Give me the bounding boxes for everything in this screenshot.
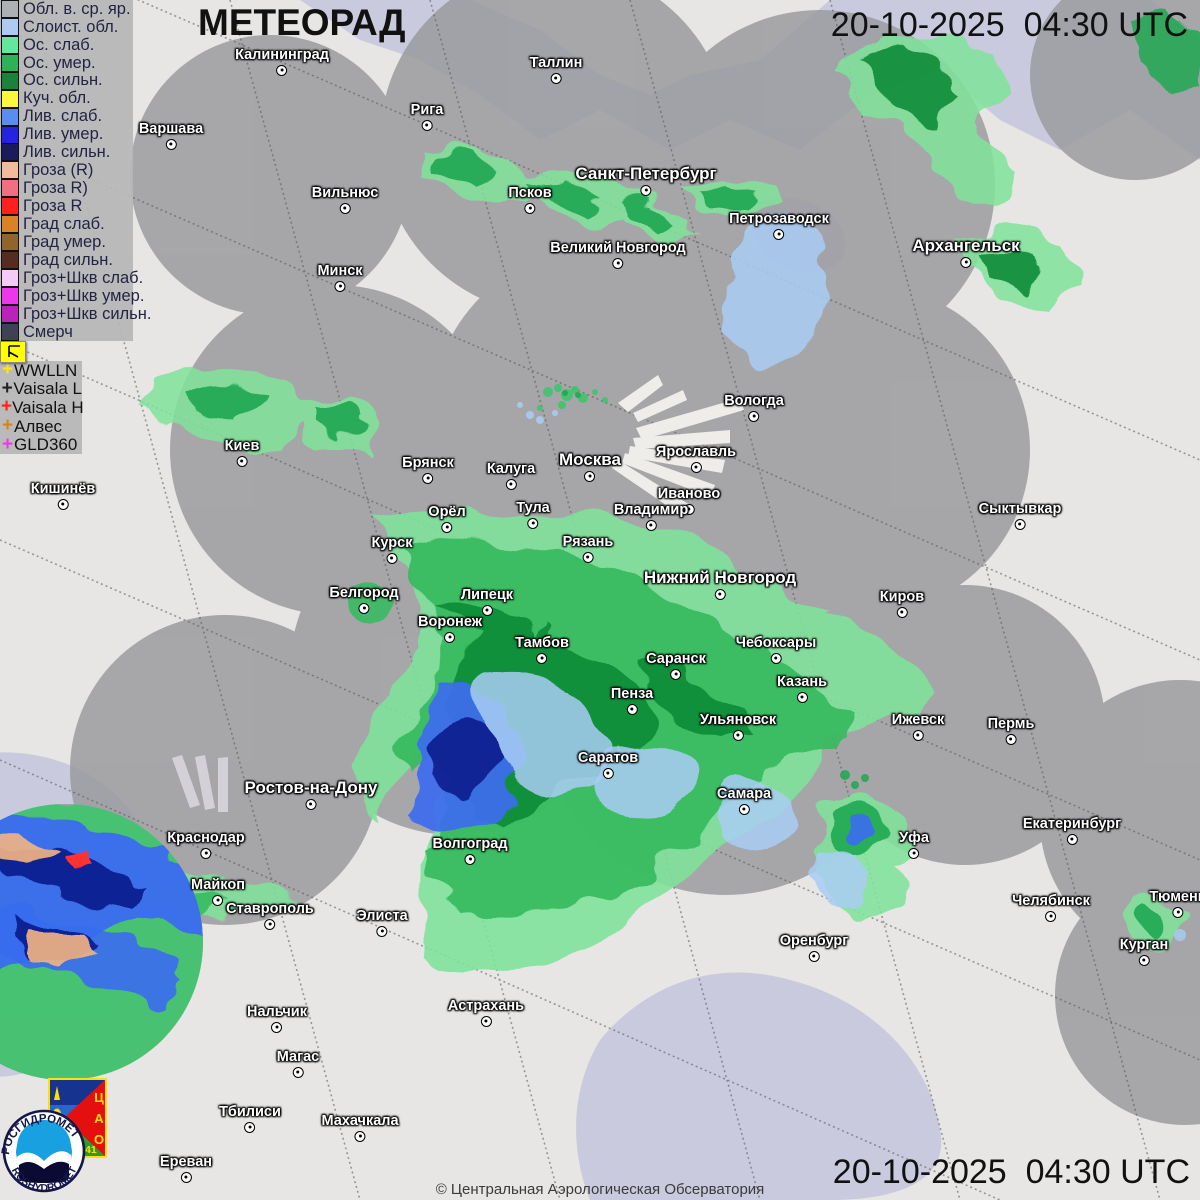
- svg-text:Ц: Ц: [94, 1090, 104, 1105]
- svg-text:А: А: [94, 1111, 104, 1126]
